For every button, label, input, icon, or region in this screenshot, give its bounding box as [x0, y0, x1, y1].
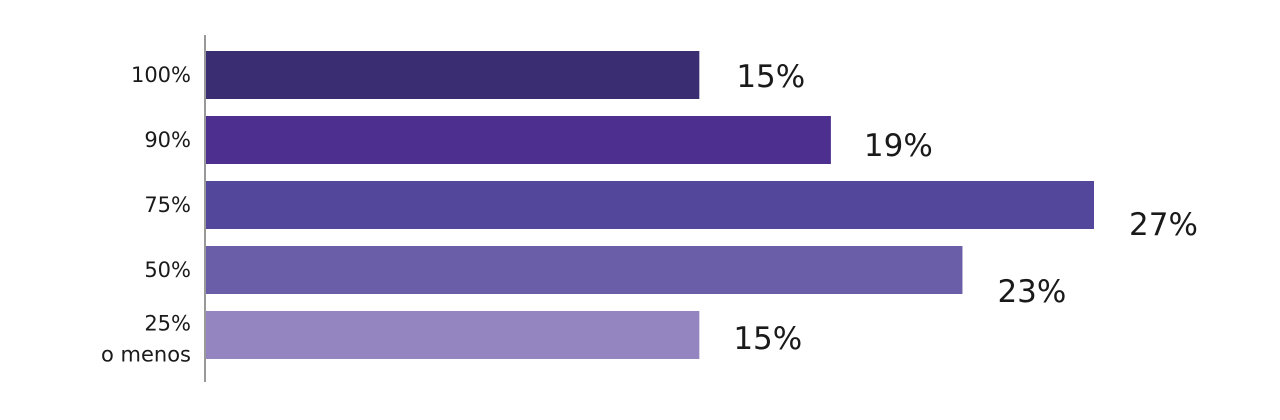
bar-1: [206, 116, 831, 164]
bar-4: [206, 311, 700, 359]
value-label-0: 15%: [736, 59, 805, 95]
value-label-3: 23%: [997, 274, 1066, 310]
bars-group: [206, 51, 1094, 359]
category-label-4: 25% o menos: [101, 312, 191, 367]
value-labels: 15% 19% 27% 23% 15%: [733, 59, 1198, 357]
value-label-4: 15%: [733, 321, 802, 357]
category-label-2: 75%: [144, 193, 191, 217]
category-label-0: 100%: [131, 63, 191, 87]
value-label-2: 27%: [1129, 207, 1198, 243]
bar-3: [206, 246, 963, 294]
value-label-1: 19%: [864, 128, 933, 164]
bar-0: [206, 51, 700, 99]
category-label-3: 50%: [144, 258, 191, 282]
category-labels: 100% 90% 75% 50% 25% o menos: [101, 63, 191, 367]
bar-2: [206, 181, 1094, 229]
category-label-1: 90%: [144, 128, 191, 152]
